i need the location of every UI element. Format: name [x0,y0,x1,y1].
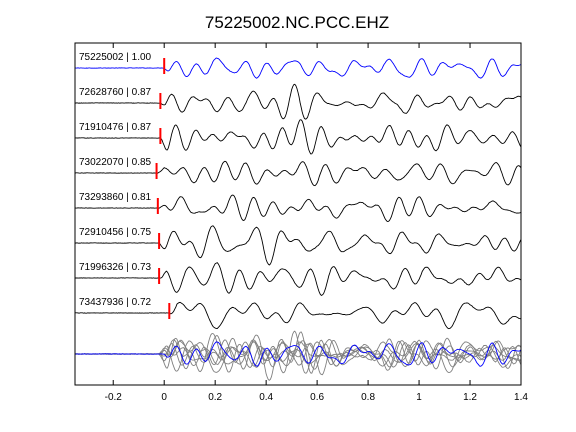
trace-line [74,160,522,187]
stack-trace-line [74,341,522,367]
x-tick-label: 0.2 [208,392,222,403]
stack-overlay-group [74,330,522,381]
trace-label: 73022070 | 0.85 [79,157,152,168]
plot-frame [74,42,522,386]
trace-label: 72910456 | 0.75 [79,227,152,238]
trace-label: 73293860 | 0.81 [79,192,152,203]
x-tick-label: -0.2 [105,392,123,403]
trace-line [75,119,522,155]
trace-line [74,262,522,296]
trace-line [75,301,522,330]
trace-label: 75225002 | 1.00 [79,52,152,63]
x-axis: -0.2 0 0.2 0.4 0.6 0.8 1 1.2 1.4 [105,43,528,403]
x-tick-label: 1.4 [514,392,528,403]
x-tick-label: 1 [416,392,422,403]
trace-group: 75225002 | 1.00 72628760 | 0.87 71910476 |… [74,52,522,330]
x-tick-label: 0 [161,392,167,403]
x-tick-label: 1.2 [463,392,477,403]
x-tick-label: 0.6 [310,392,324,403]
trace-line [74,57,522,79]
trace-label: 71996326 | 0.73 [79,262,152,273]
chart-title: 75225002.NC.PCC.EHZ [205,13,389,32]
trace-label: 71910476 | 0.87 [79,122,152,133]
trace-line [74,83,522,120]
x-tick-label: 0.4 [259,392,273,403]
trace-line [74,194,522,222]
trace-label: 73437936 | 0.72 [79,297,152,308]
x-tick-label: 0.8 [361,392,375,403]
trace-line [74,225,522,266]
trace-label: 72628760 | 0.87 [79,87,152,98]
